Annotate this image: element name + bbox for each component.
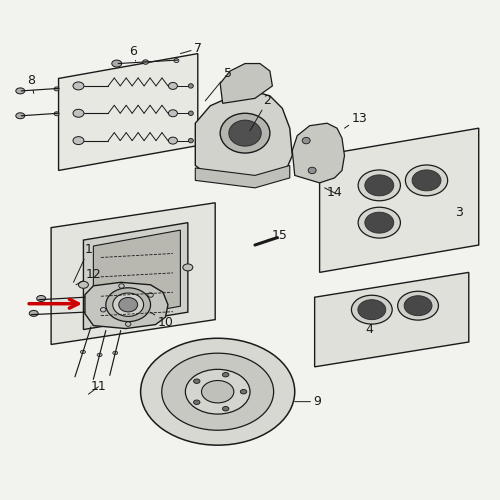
Text: 2: 2 bbox=[250, 94, 272, 130]
Text: 9: 9 bbox=[295, 395, 321, 408]
Ellipse shape bbox=[183, 264, 193, 271]
Ellipse shape bbox=[168, 82, 177, 89]
Ellipse shape bbox=[54, 112, 59, 116]
Polygon shape bbox=[220, 64, 272, 104]
Ellipse shape bbox=[36, 296, 46, 302]
Ellipse shape bbox=[113, 293, 144, 316]
Ellipse shape bbox=[73, 82, 84, 90]
Ellipse shape bbox=[113, 351, 117, 354]
Ellipse shape bbox=[194, 400, 200, 404]
Ellipse shape bbox=[352, 295, 392, 324]
Polygon shape bbox=[51, 203, 215, 344]
Ellipse shape bbox=[240, 390, 247, 394]
Ellipse shape bbox=[365, 212, 394, 233]
Ellipse shape bbox=[188, 138, 194, 143]
Polygon shape bbox=[314, 272, 469, 367]
Text: 5: 5 bbox=[206, 67, 232, 101]
Ellipse shape bbox=[73, 110, 84, 117]
Ellipse shape bbox=[186, 370, 250, 414]
Text: 4: 4 bbox=[366, 323, 374, 336]
Ellipse shape bbox=[406, 165, 448, 196]
Ellipse shape bbox=[16, 113, 25, 118]
Ellipse shape bbox=[119, 284, 124, 288]
Ellipse shape bbox=[229, 120, 261, 146]
Polygon shape bbox=[85, 282, 168, 329]
Text: 14: 14 bbox=[324, 186, 342, 200]
Ellipse shape bbox=[194, 379, 200, 384]
Ellipse shape bbox=[148, 293, 154, 297]
Ellipse shape bbox=[100, 308, 106, 312]
Ellipse shape bbox=[398, 292, 438, 320]
Ellipse shape bbox=[118, 298, 138, 312]
Polygon shape bbox=[320, 128, 478, 272]
Ellipse shape bbox=[16, 88, 25, 94]
Ellipse shape bbox=[112, 60, 122, 67]
Ellipse shape bbox=[162, 353, 274, 430]
Ellipse shape bbox=[140, 338, 295, 445]
Ellipse shape bbox=[174, 58, 179, 62]
Polygon shape bbox=[94, 230, 180, 322]
Ellipse shape bbox=[412, 170, 441, 191]
Text: 11: 11 bbox=[88, 380, 106, 394]
Text: 1: 1 bbox=[74, 244, 92, 282]
Polygon shape bbox=[196, 166, 290, 188]
Ellipse shape bbox=[168, 137, 177, 144]
Ellipse shape bbox=[97, 353, 102, 356]
Text: 3: 3 bbox=[455, 206, 463, 219]
Ellipse shape bbox=[302, 138, 310, 144]
Ellipse shape bbox=[126, 322, 131, 326]
Text: 10: 10 bbox=[150, 312, 174, 328]
Ellipse shape bbox=[142, 60, 148, 64]
Ellipse shape bbox=[202, 380, 234, 403]
Ellipse shape bbox=[365, 175, 394, 196]
Ellipse shape bbox=[404, 296, 432, 316]
Ellipse shape bbox=[188, 84, 194, 88]
Ellipse shape bbox=[80, 350, 86, 354]
Polygon shape bbox=[84, 222, 188, 330]
Text: 12: 12 bbox=[76, 268, 101, 285]
Ellipse shape bbox=[222, 406, 229, 411]
Polygon shape bbox=[58, 54, 198, 170]
Ellipse shape bbox=[220, 114, 270, 153]
Ellipse shape bbox=[73, 136, 84, 144]
Text: 8: 8 bbox=[27, 74, 35, 94]
Text: 15: 15 bbox=[268, 228, 288, 241]
Ellipse shape bbox=[54, 87, 59, 91]
Ellipse shape bbox=[308, 167, 316, 173]
Ellipse shape bbox=[358, 207, 401, 238]
Ellipse shape bbox=[358, 300, 386, 320]
Text: 7: 7 bbox=[180, 42, 202, 55]
Ellipse shape bbox=[222, 372, 229, 377]
Ellipse shape bbox=[29, 310, 38, 316]
Text: 13: 13 bbox=[344, 112, 368, 128]
Ellipse shape bbox=[358, 170, 401, 201]
Ellipse shape bbox=[188, 111, 194, 116]
Ellipse shape bbox=[106, 288, 150, 322]
Ellipse shape bbox=[168, 110, 177, 116]
Text: 6: 6 bbox=[129, 44, 137, 61]
Polygon shape bbox=[292, 123, 344, 183]
Polygon shape bbox=[196, 91, 292, 183]
Ellipse shape bbox=[78, 282, 88, 288]
